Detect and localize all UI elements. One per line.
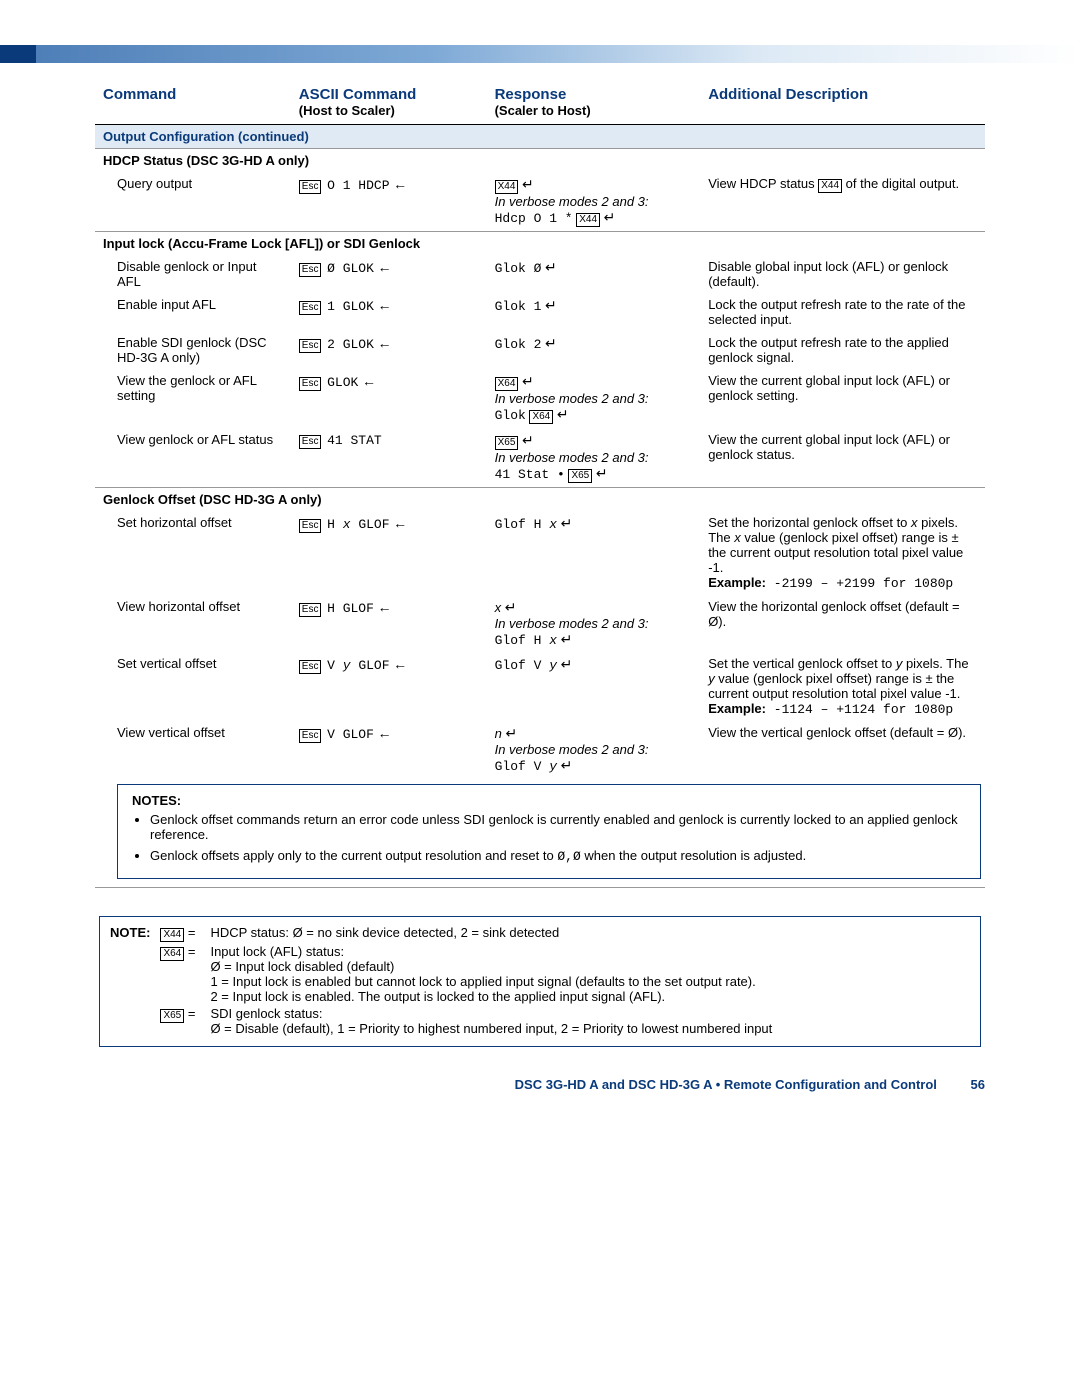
subhead-input-lock: Input lock (Accu-Frame Lock [AFL]) or SD… [95,232,985,256]
ascii: Esc 1 GLOK [291,293,487,331]
enter-icon [604,210,616,225]
notes-box: NOTES: Genlock offset commands return an… [117,784,981,879]
response: n In verbose modes 2 and 3: Glof V y [487,721,701,778]
col-ascii: ASCII Command(Host to Scaler) [291,80,487,125]
row-set-v-offset: Set vertical offset Esc V y GLOF Glof V … [95,652,985,721]
ascii: Esc 41 STAT [291,428,487,488]
page-number: 56 [971,1077,985,1092]
desc: View HDCP status X44 of the digital outp… [700,172,985,232]
cmd: Enable input AFL [95,293,291,331]
left-arrow-icon [378,600,392,615]
row-view-genlock-status: View genlock or AFL status Esc 41 STAT X… [95,428,985,488]
desc: Set the horizontal genlock offset to x p… [700,511,985,595]
response: X44 In verbose modes 2 and 3: Hdcp O 1 *… [487,172,701,232]
ascii: Esc 2 GLOK [291,331,487,369]
notes-title: NOTES: [132,793,966,808]
desc: View the current global input lock (AFL)… [700,369,985,428]
desc: View the horizontal genlock offset (defa… [700,595,985,652]
enter-icon [505,726,517,741]
col-response: Response(Scaler to Host) [487,80,701,125]
left-arrow-icon [378,726,392,741]
row-query-output: Query output Esc O 1 HDCP X44 In verbose… [95,172,985,232]
response: X64 In verbose modes 2 and 3: Glok X64 [487,369,701,428]
row-enable-sdi: Enable SDI genlock (DSC HD-3G A only) Es… [95,331,985,369]
enter-icon [522,374,534,389]
response: x In verbose modes 2 and 3: Glof H x [487,595,701,652]
ascii: Esc H x GLOF [291,511,487,595]
left-arrow-icon [393,177,407,192]
desc: View the vertical genlock offset (defaul… [700,721,985,778]
cmd: Disable genlock or Input AFL [95,255,291,293]
enter-icon [505,600,517,615]
enter-icon [561,758,573,773]
row-view-genlock-setting: View the genlock or AFL setting Esc GLOK… [95,369,985,428]
footer-title: DSC 3G-HD A and DSC HD-3G A • Remote Con… [515,1077,937,1092]
enter-icon [561,632,573,647]
row-enable-afl: Enable input AFL Esc 1 GLOK Glok 1 Lock … [95,293,985,331]
ascii: Esc V y GLOF [291,652,487,721]
enter-icon [545,298,557,313]
ascii: Esc V GLOF [291,721,487,778]
page-footer: DSC 3G-HD A and DSC HD-3G A • Remote Con… [95,1077,985,1092]
left-arrow-icon [378,298,392,313]
enter-icon [545,336,557,351]
row-view-h-offset: View horizontal offset Esc H GLOF x In v… [95,595,985,652]
enter-icon [596,466,608,481]
subhead-hdcp: HDCP Status (DSC 3G-HD A only) [95,149,985,173]
response: Glof H x [487,511,701,595]
response: Glok Ø [487,255,701,293]
enter-icon [522,177,534,192]
left-arrow-icon [378,260,392,275]
response: X65 In verbose modes 2 and 3: 41 Stat • … [487,428,701,488]
footnote-x65: X65 = SDI genlock status: Ø = Disable (d… [160,1006,970,1036]
ascii: Esc O 1 HDCP [291,172,487,232]
row-set-h-offset: Set horizontal offset Esc H x GLOF Glof … [95,511,985,595]
left-arrow-icon [378,336,392,351]
enter-icon [545,260,557,275]
left-arrow-icon [393,516,407,531]
footnote-box: NOTE: X44 = HDCP status: Ø = no sink dev… [99,916,981,1047]
cmd: Set horizontal offset [95,511,291,595]
ascii: Esc GLOK [291,369,487,428]
row-disable-genlock: Disable genlock or Input AFL Esc Ø GLOK … [95,255,985,293]
desc: Lock the output refresh rate to the rate… [700,293,985,331]
footnote-x44: X44 = HDCP status: Ø = no sink device de… [160,925,970,942]
cmd: View vertical offset [95,721,291,778]
footnote-x64: X64 = Input lock (AFL) status: Ø = Input… [160,944,970,1004]
subhead-genlock-offset: Genlock Offset (DSC HD-3G A only) [95,488,985,512]
enter-icon [561,657,573,672]
page: Command ASCII Command(Host to Scaler) Re… [0,0,1080,1122]
response: Glok 2 [487,331,701,369]
note-1: Genlock offset commands return an error … [150,812,966,842]
desc: Disable global input lock (AFL) or genlo… [700,255,985,293]
left-arrow-icon [393,657,407,672]
cmd: Set vertical offset [95,652,291,721]
desc: Lock the output refresh rate to the appl… [700,331,985,369]
cmd: Enable SDI genlock (DSC HD-3G A only) [95,331,291,369]
cmd: View horizontal offset [95,595,291,652]
row-view-v-offset: View vertical offset Esc V GLOF n In ver… [95,721,985,778]
footnote-label: NOTE: [110,925,150,1038]
cmd: Query output [95,172,291,232]
col-command: Command [95,80,291,125]
note-2: Genlock offsets apply only to the curren… [150,848,966,864]
ascii: Esc H GLOF [291,595,487,652]
section-output-config: Output Configuration (continued) [95,125,985,149]
cmd: View the genlock or AFL setting [95,369,291,428]
desc: View the current global input lock (AFL)… [700,428,985,488]
enter-icon [522,433,534,448]
command-table: Command ASCII Command(Host to Scaler) Re… [95,80,985,888]
response: Glok 1 [487,293,701,331]
enter-icon [561,516,573,531]
cmd: View genlock or AFL status [95,428,291,488]
enter-icon [557,407,569,422]
ascii: Esc Ø GLOK [291,255,487,293]
desc: Set the vertical genlock offset to y pix… [700,652,985,721]
left-arrow-icon [362,374,376,389]
col-desc: Additional Description [700,80,985,125]
response: Glof V y [487,652,701,721]
